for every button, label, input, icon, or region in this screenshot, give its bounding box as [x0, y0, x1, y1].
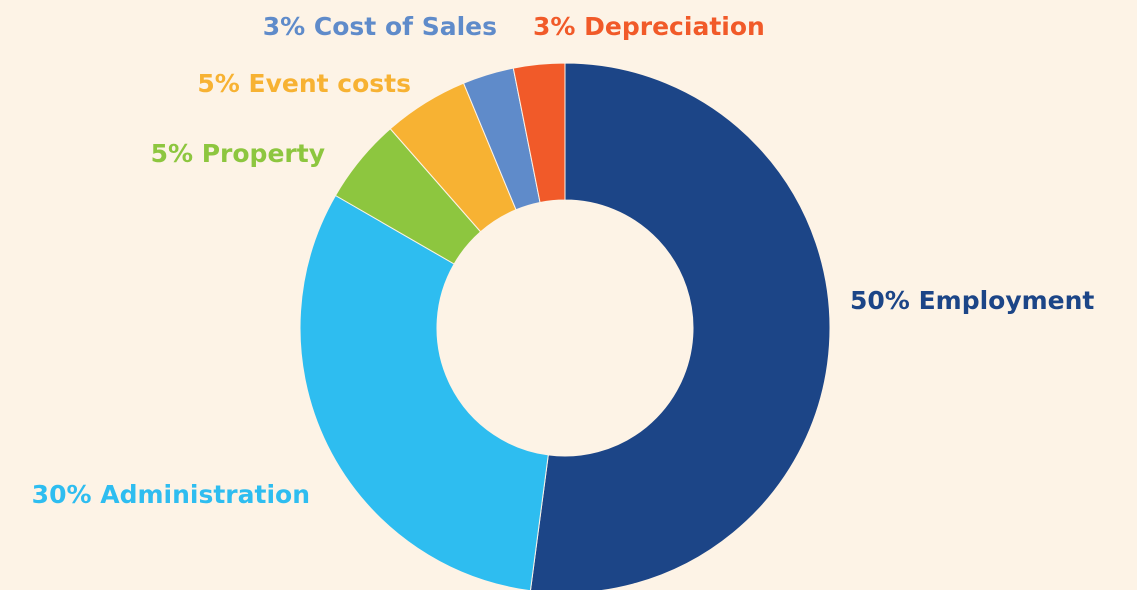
slice-category: Depreciation [584, 12, 765, 41]
slice-label: 5% Property [151, 139, 325, 168]
donut-slice [530, 62, 831, 590]
slice-value-label: 30% [32, 480, 92, 509]
donut-slice [299, 194, 549, 590]
slice-value-label: 5% [197, 69, 239, 98]
slice-category: Cost of Sales [314, 12, 497, 41]
slice-label: 3% Cost of Sales [263, 12, 497, 41]
slice-label: 50% Employment [850, 286, 1094, 315]
slice-label: 3% Depreciation [533, 12, 765, 41]
slice-value-label: 3% [533, 12, 575, 41]
slice-label: 30% Administration [32, 480, 310, 509]
slice-value-label: 3% [263, 12, 305, 41]
donut-slice [512, 62, 566, 204]
slice-value-label: 5% [151, 139, 193, 168]
slice-value-label: 50% [850, 286, 910, 315]
slice-category: Employment [919, 286, 1095, 315]
slice-category: Property [202, 139, 325, 168]
slice-label: 5% Event costs [197, 69, 411, 98]
slice-category: Administration [100, 480, 310, 509]
slice-category: Event costs [249, 69, 412, 98]
